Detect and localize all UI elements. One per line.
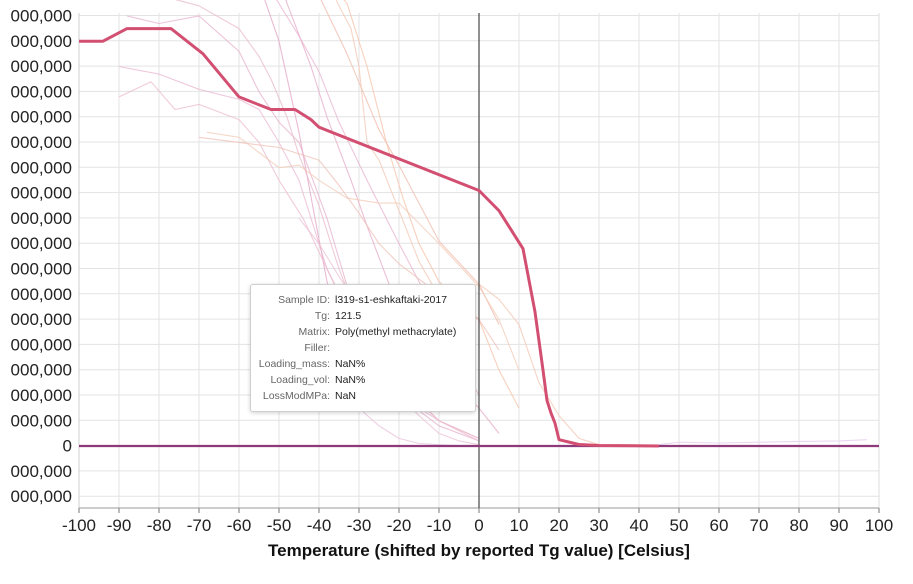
x-tick-label: -20 bbox=[387, 516, 412, 535]
tooltip-row-loading-vol: Loading_vol: NaN% bbox=[251, 372, 475, 388]
x-tick-label: 20 bbox=[550, 516, 569, 535]
y-tick-labels: 000,000 000,000 000,000 000,000 000,000 000,0… bbox=[11, 7, 72, 507]
tooltip-row-loading-mass: Loading_mass: NaN% bbox=[251, 356, 475, 372]
data-tooltip: Sample ID: l319-s1-eshkaftaki-2017 Tg: 1… bbox=[250, 284, 476, 412]
highlight-series-line bbox=[79, 27, 660, 448]
y-tick-label: 000,000 bbox=[11, 57, 72, 76]
background-series-line bbox=[358, 407, 480, 447]
tooltip-row-filler: Filler: bbox=[251, 340, 475, 356]
tooltip-key: Matrix: bbox=[298, 326, 331, 338]
y-tick-label: 000,000 bbox=[11, 209, 72, 228]
x-tick-label: 80 bbox=[790, 516, 809, 535]
y-tick-label: 000,000 bbox=[11, 411, 72, 430]
tooltip-row-matrix: Matrix: Poly(methyl methacrylate) bbox=[251, 324, 475, 340]
tooltip-value: 121.5 bbox=[335, 310, 362, 322]
background-series-line bbox=[658, 439, 868, 446]
y-tick-label: 000,000 bbox=[11, 260, 72, 279]
x-tick-label: -50 bbox=[267, 516, 292, 535]
x-tick-label: 0 bbox=[474, 516, 483, 535]
tooltip-row-tg: Tg: 121.5 bbox=[251, 308, 475, 324]
y-tick-label: 000,000 bbox=[11, 108, 72, 127]
y-tick-label: 000,000 bbox=[11, 462, 72, 481]
y-tick-label: 000,000 bbox=[11, 234, 72, 253]
tooltip-key: LossModMPa: bbox=[262, 390, 330, 402]
x-tick-label: 10 bbox=[510, 516, 529, 535]
tooltip-key: Loading_vol: bbox=[270, 374, 330, 386]
background-series-line bbox=[320, 0, 500, 325]
y-tick-label: 0 bbox=[63, 437, 72, 456]
x-tick-label: -70 bbox=[187, 516, 212, 535]
y-tick-label: 000,000 bbox=[11, 310, 72, 329]
y-tick-label: 000,000 bbox=[11, 32, 72, 51]
tooltip-value: NaN% bbox=[335, 358, 366, 370]
background-series-line bbox=[276, 0, 480, 396]
tooltip-value: Poly(methyl methacrylate) bbox=[335, 326, 457, 338]
y-tick-label: 000,000 bbox=[11, 285, 72, 304]
tooltip-value: NaN% bbox=[335, 374, 366, 386]
x-tick-label: -30 bbox=[347, 516, 372, 535]
x-tick-label: 40 bbox=[630, 516, 649, 535]
y-tick-label: 000,000 bbox=[11, 361, 72, 380]
background-series-line bbox=[264, 0, 360, 409]
x-tick-labels: -100 -90 -80 -70 -60 -50 -40 -30 -20 -10 0 10 20 30 40… bbox=[62, 516, 893, 535]
tooltip-row-sample-id: Sample ID: l319-s1-eshkaftaki-2017 bbox=[251, 292, 475, 308]
y-tick-label: 000,000 bbox=[11, 133, 72, 152]
x-tick-label: 50 bbox=[670, 516, 689, 535]
x-tick-label: 60 bbox=[710, 516, 729, 535]
y-tick-label: 000,000 bbox=[11, 82, 72, 101]
tooltip-key: Filler: bbox=[304, 342, 330, 354]
x-axis-title: Temperature (shifted by reported Tg valu… bbox=[268, 541, 690, 560]
tooltip-value: l319-s1-eshkaftaki-2017 bbox=[335, 294, 448, 306]
y-tick-label: 000,000 bbox=[11, 184, 72, 203]
x-tick-label: -100 bbox=[62, 516, 96, 535]
y-tick-label: 000,000 bbox=[11, 158, 72, 177]
tooltip-value bbox=[335, 340, 475, 356]
tooltip-row-loss-mod: LossModMPa: NaN bbox=[251, 388, 475, 404]
highlight-series-layer bbox=[79, 27, 660, 448]
background-series-line bbox=[335, 0, 600, 446]
x-tick-label: 70 bbox=[750, 516, 769, 535]
tooltip-key: Loading_mass: bbox=[258, 358, 330, 370]
y-tick-label: 000,000 bbox=[11, 335, 72, 354]
y-tick-label: 000,000 bbox=[11, 386, 72, 405]
x-tick-label: 90 bbox=[830, 516, 849, 535]
tooltip-value: NaN bbox=[335, 390, 357, 402]
x-tick-label: -10 bbox=[427, 516, 452, 535]
x-tick-label: -90 bbox=[107, 516, 132, 535]
x-tick-label: 100 bbox=[865, 516, 893, 535]
x-tick-label: -40 bbox=[307, 516, 332, 535]
tooltip-key: Sample ID: bbox=[278, 294, 330, 306]
x-tick-label: -60 bbox=[227, 516, 252, 535]
y-tick-label: 000,000 bbox=[11, 7, 72, 26]
y-tick-label: 000,000 bbox=[11, 487, 72, 506]
x-tick-label: 30 bbox=[590, 516, 609, 535]
tooltip-key: Tg: bbox=[314, 310, 330, 322]
x-tick-label: -80 bbox=[147, 516, 172, 535]
